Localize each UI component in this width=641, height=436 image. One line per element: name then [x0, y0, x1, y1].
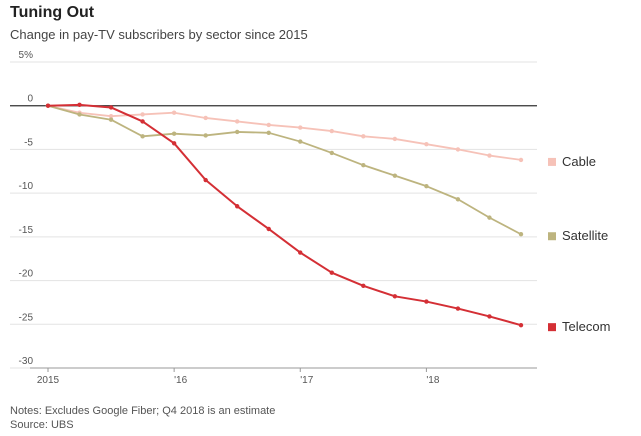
data-point-satellite: [487, 215, 492, 220]
data-point-telecom: [45, 103, 51, 108]
data-point-telecom: [77, 102, 82, 108]
x-tick-label: 2015: [37, 375, 60, 386]
y-tick-label: -15: [19, 225, 34, 236]
data-point-telecom: [298, 250, 303, 255]
data-point-satellite: [424, 183, 429, 189]
data-point-cable: [455, 147, 461, 152]
x-tick-label: '16: [174, 375, 187, 386]
data-point-satellite: [392, 173, 398, 178]
y-tick-label: -5: [24, 137, 33, 148]
data-point-satellite: [361, 162, 366, 168]
chart-subtitle: Change in pay-TV subscribers by sector s…: [10, 27, 308, 42]
data-point-telecom: [361, 283, 366, 289]
y-tick-label: -25: [19, 312, 34, 323]
data-point-telecom: [108, 105, 114, 110]
y-tick-label: 5%: [19, 50, 34, 61]
legend-swatch-cable: [548, 157, 556, 166]
data-point-satellite: [171, 131, 177, 136]
data-point-cable: [171, 110, 177, 115]
data-point-cable: [140, 112, 145, 117]
x-tick-label: '17: [300, 375, 313, 386]
data-point-satellite: [298, 139, 303, 144]
data-point-cable: [329, 128, 334, 134]
data-point-telecom: [329, 270, 334, 275]
series-line-cable: [47, 104, 522, 161]
source-text: Source: UBS: [10, 419, 74, 431]
data-point-telecom: [171, 141, 177, 146]
data-point-telecom: [203, 177, 208, 183]
y-tick-label: 0: [27, 94, 33, 105]
data-point-telecom: [487, 314, 492, 319]
legend-swatch-satellite: [548, 232, 556, 241]
series-line-satellite: [47, 104, 522, 236]
y-tick-label: -30: [19, 356, 34, 367]
data-point-cable: [298, 125, 303, 130]
data-point-telecom: [140, 119, 145, 124]
data-point-cable: [108, 114, 114, 119]
data-point-cable: [487, 153, 492, 158]
data-point-telecom: [235, 204, 240, 209]
data-point-telecom: [518, 322, 524, 328]
series-line-telecom: [47, 103, 522, 327]
data-point-telecom: [424, 299, 429, 304]
legend-label-telecom: Telecom: [562, 319, 610, 334]
data-point-cable: [266, 122, 271, 128]
data-point-cable: [235, 119, 240, 124]
y-tick-label: -10: [19, 181, 34, 192]
data-point-cable: [203, 115, 208, 121]
data-point-satellite: [235, 129, 240, 135]
data-point-satellite: [77, 112, 82, 117]
chart-title: Tuning Out: [10, 4, 95, 21]
chart-notes: Notes: Excludes Google Fiber; Q4 2018 is…: [10, 404, 275, 432]
data-point-satellite: [266, 130, 271, 136]
legend-label-cable: Cable: [562, 154, 596, 169]
data-point-satellite: [140, 134, 145, 139]
data-point-cable: [424, 141, 429, 147]
data-point-cable: [361, 134, 366, 139]
legend-layer: Cable Satellite Telecom: [548, 154, 610, 334]
data-point-satellite: [518, 232, 524, 237]
grid-layer: [10, 61, 537, 369]
data-point-telecom: [266, 226, 271, 232]
data-point-satellite: [108, 117, 114, 122]
data-point-telecom: [392, 294, 398, 299]
data-point-cable: [392, 136, 398, 142]
y-tick-label: -20: [19, 269, 34, 280]
legend-label-satellite: Satellite: [562, 228, 608, 243]
data-point-satellite: [203, 133, 208, 138]
data-point-telecom: [455, 306, 461, 311]
data-point-cable: [518, 157, 524, 163]
legend-swatch-telecom: [548, 323, 556, 332]
data-point-satellite: [455, 197, 461, 202]
notes-text: Notes: Excludes Google Fiber; Q4 2018 is…: [10, 405, 276, 417]
series-layer: [45, 102, 524, 328]
data-point-satellite: [329, 150, 334, 156]
x-tick-label: '18: [426, 375, 439, 386]
